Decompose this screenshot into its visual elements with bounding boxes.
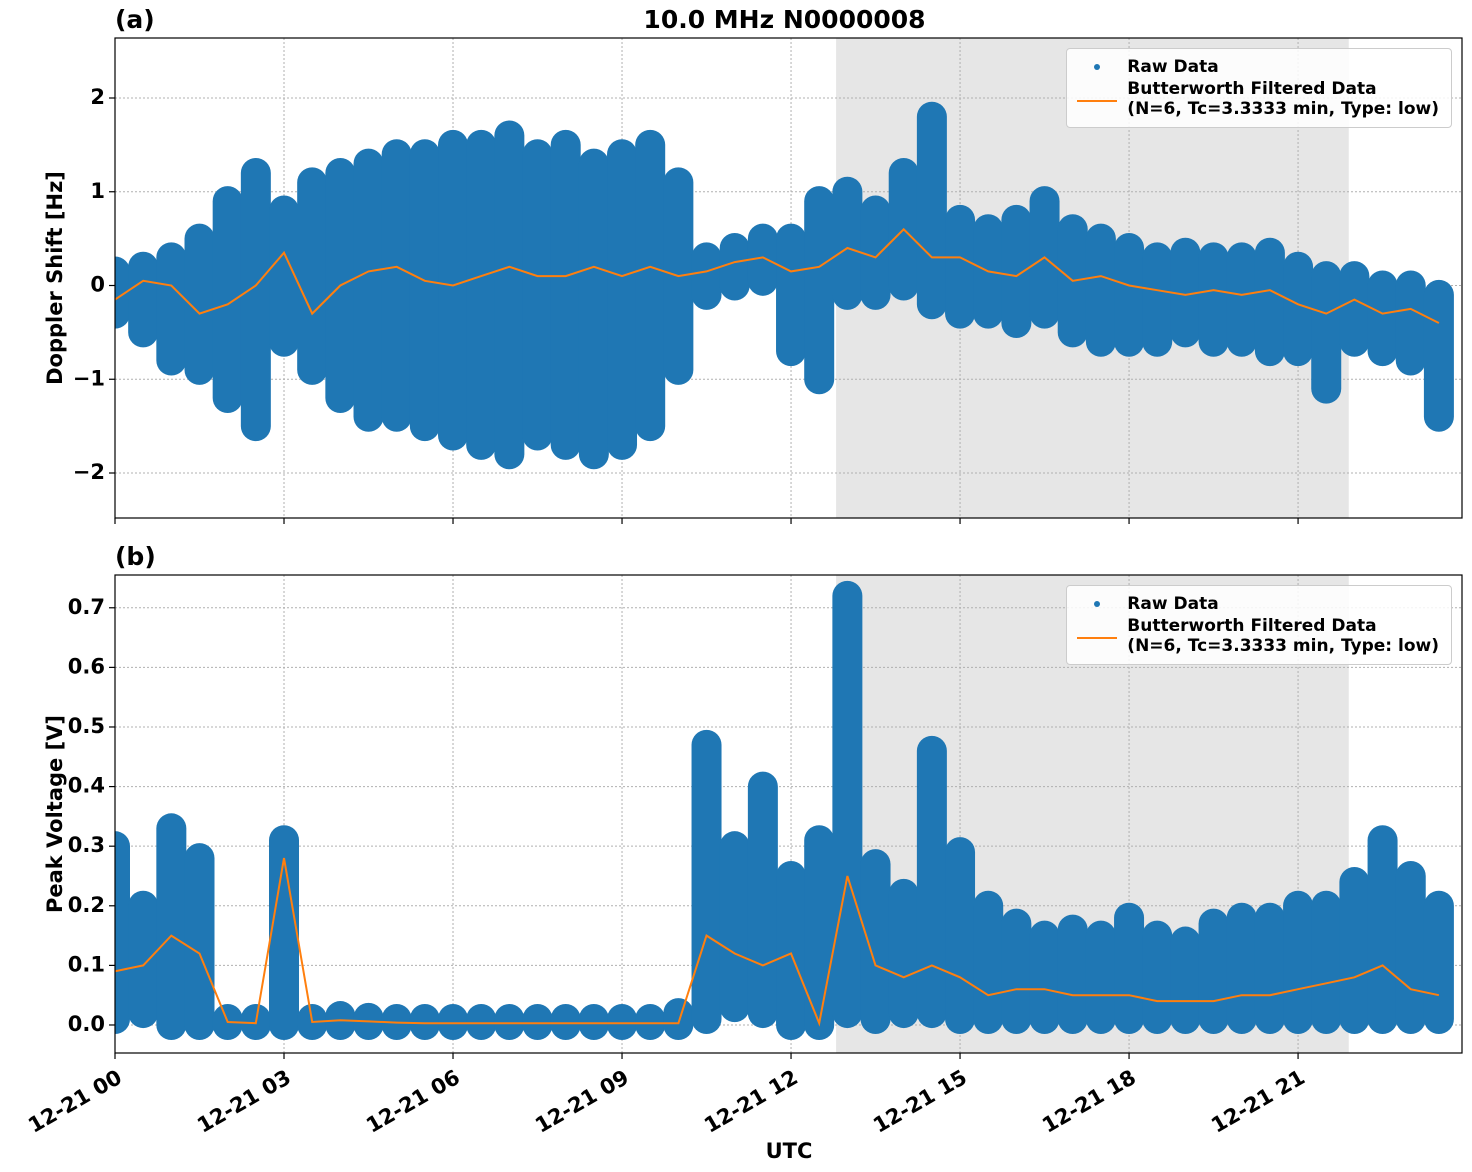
y-tick-label: 0.3 (68, 833, 105, 857)
plot-area (115, 580, 1454, 1040)
axes-frame (114, 574, 1463, 1054)
chart-title: 10.0 MHz N0000008 (643, 5, 925, 34)
axes-frame (114, 37, 1463, 519)
y-tick-label: 0.7 (68, 595, 105, 619)
legend-label: Raw Data (1127, 57, 1219, 77)
y-tick-label: 0.6 (68, 654, 105, 678)
y-tick-label: 0.2 (68, 893, 105, 917)
y-tick-label: −1 (73, 366, 105, 390)
y-tick-label: 1 (90, 179, 105, 203)
y-tick-label: −2 (73, 460, 105, 484)
plot-area (115, 101, 1454, 470)
x-axis-label: UTC (766, 1139, 813, 1163)
x-tick-label: 12-21 12 (700, 1065, 802, 1138)
y-tick-label: 0.0 (68, 1012, 105, 1036)
x-tick-label: 12-21 03 (193, 1065, 295, 1138)
y-tick-label: 0.5 (68, 714, 105, 738)
panel-label: (b) (115, 542, 156, 571)
y-axis-label: Peak Voltage [V] (43, 715, 67, 913)
legend-entry: Butterworth Filtered Data (N=6, Tc=3.333… (1077, 616, 1439, 656)
x-tick-label: 12-21 00 (24, 1065, 126, 1138)
legend-key (1077, 57, 1117, 77)
x-tick-label: 12-21 15 (869, 1065, 971, 1138)
legend-entry: Butterworth Filtered Data (N=6, Tc=3.333… (1077, 79, 1439, 119)
x-tick-label: 12-21 18 (1038, 1065, 1140, 1138)
legend: Raw Data Butterworth Filtered Data (N=6, … (1066, 48, 1452, 128)
y-axis-label: Doppler Shift [Hz] (43, 171, 67, 385)
x-tick-label: 12-21 06 (362, 1065, 464, 1138)
y-tick-label: 0.4 (68, 774, 105, 798)
filtered-line (115, 227, 1440, 324)
x-tick-label: 12-21 21 (1207, 1065, 1309, 1138)
legend-entry: Raw Data (1077, 57, 1439, 77)
y-tick-label: 0 (90, 273, 105, 297)
legend-key (1077, 616, 1118, 639)
legend: Raw Data Butterworth Filtered Data (N=6, … (1066, 585, 1452, 665)
y-tick-label: 2 (90, 85, 105, 109)
legend-label: Raw Data (1127, 594, 1219, 614)
legend-label: Butterworth Filtered Data (N=6, Tc=3.333… (1127, 616, 1439, 656)
y-tick-label: 0.1 (68, 952, 105, 976)
legend-entry: Raw Data (1077, 594, 1439, 614)
legend-label: Butterworth Filtered Data (N=6, Tc=3.333… (1127, 79, 1439, 119)
legend-key (1077, 79, 1118, 102)
panel-label: (a) (115, 5, 155, 34)
filtered-line (115, 857, 1440, 1027)
legend-key (1077, 594, 1117, 614)
x-tick-label: 12-21 09 (531, 1065, 633, 1138)
